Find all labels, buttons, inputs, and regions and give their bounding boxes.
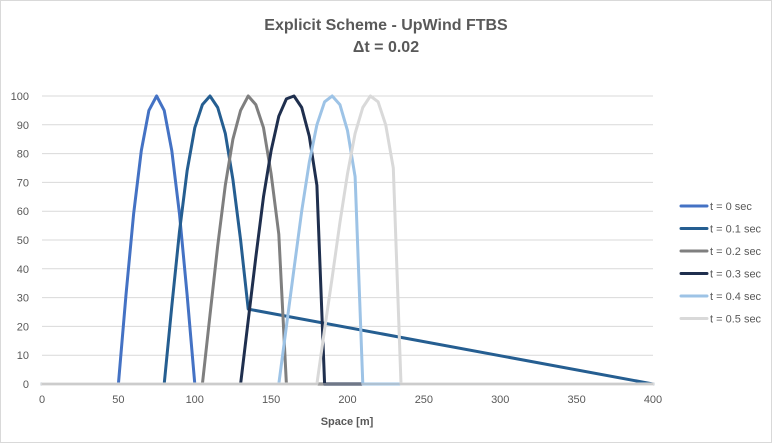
legend-item-3: t = 0.3 sec: [679, 269, 762, 281]
gridlines: [42, 95, 653, 356]
series-line-1: [40, 94, 655, 386]
y-tick-label: 0: [23, 379, 29, 391]
y-axis-ticks: 0 10 20 30 40 50 60 70 80 90 100: [11, 91, 29, 391]
x-axis-title: Space [m]: [321, 416, 374, 428]
x-tick-label: 0: [39, 394, 45, 406]
legend-item-1: t = 0.1 sec: [679, 224, 762, 236]
y-tick-label: 60: [17, 206, 29, 218]
legend-item-2: t = 0.2 sec: [679, 246, 762, 258]
legend-item-0: t = 0 sec: [679, 201, 752, 213]
x-axis-ticks: 0 50 100 150 200 250 300 350 400: [39, 394, 662, 406]
legend-label: t = 0.2 sec: [710, 246, 762, 258]
series-lines: [40, 94, 655, 386]
y-tick-label: 70: [17, 177, 29, 189]
chart-title: Explicit Scheme - UpWind FTBS: [264, 17, 508, 34]
legend: t = 0 sec t = 0.1 sec t = 0.2 sec t = 0.3 s…: [679, 201, 762, 326]
x-tick-label: 350: [567, 394, 585, 406]
legend-item-4: t = 0.4 sec: [679, 291, 762, 303]
x-tick-label: 250: [415, 394, 433, 406]
x-tick-label: 150: [262, 394, 280, 406]
series-line-3: [40, 94, 655, 386]
y-tick-label: 80: [17, 149, 29, 161]
y-tick-label: 40: [17, 264, 29, 276]
legend-item-5: t = 0.5 sec: [679, 314, 762, 326]
y-tick-label: 90: [17, 120, 29, 132]
chart-subtitle: Δt = 0.02: [353, 39, 419, 56]
y-tick-label: 100: [11, 91, 29, 103]
legend-label: t = 0 sec: [710, 201, 752, 213]
series-line-2: [40, 94, 655, 386]
x-tick-label: 50: [112, 394, 124, 406]
y-tick-label: 10: [17, 350, 29, 362]
y-tick-label: 30: [17, 293, 29, 305]
x-tick-label: 300: [491, 394, 509, 406]
legend-label: t = 0.4 sec: [710, 291, 762, 303]
legend-label: t = 0.5 sec: [710, 314, 762, 326]
x-tick-label: 100: [186, 394, 204, 406]
y-tick-label: 20: [17, 321, 29, 333]
x-tick-label: 400: [644, 394, 662, 406]
legend-label: t = 0.3 sec: [710, 269, 762, 281]
series-line-5: [40, 94, 655, 386]
x-tick-label: 200: [338, 394, 356, 406]
legend-label: t = 0.1 sec: [710, 224, 762, 236]
series-line-4: [40, 94, 655, 386]
y-tick-label: 50: [17, 235, 29, 247]
